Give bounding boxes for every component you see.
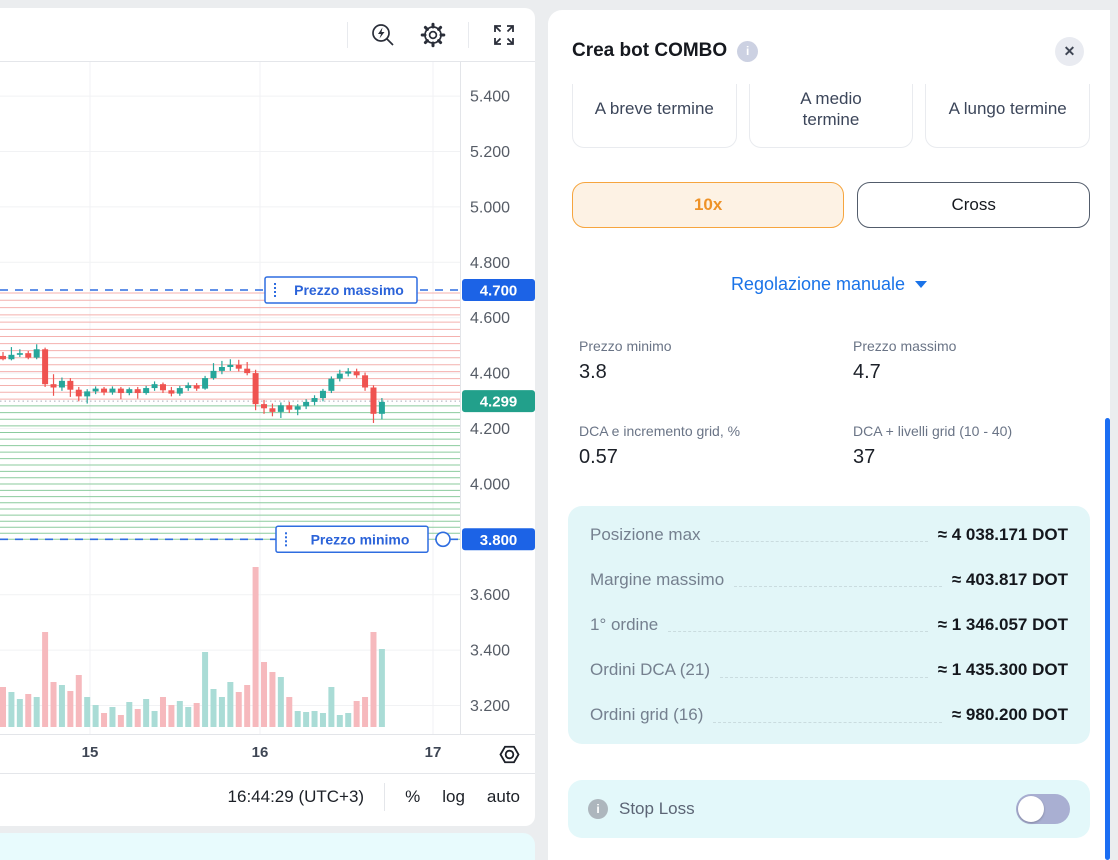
summary-value: ≈ 1 435.300 DOT [937, 660, 1068, 680]
time-label: 17 [424, 744, 442, 761]
stop-loss-toggle[interactable] [1016, 794, 1070, 824]
field-label: DCA e incremento grid, % [579, 423, 741, 439]
field-label: Prezzo minimo [579, 338, 672, 354]
price-chart[interactable]: Prezzo massimo Prezzo minimo 5.400 5.200 5.0… [0, 62, 535, 735]
leverage-row: 10x Cross [572, 182, 1090, 228]
svg-text:4.000: 4.000 [470, 476, 510, 493]
panel-header: Crea bot COMBO i ✕ [572, 36, 1084, 66]
log-scale-button[interactable]: log [442, 787, 465, 806]
create-bot-panel: Crea bot COMBO i ✕ A breve termine A med… [548, 10, 1110, 860]
field-max-price: Prezzo massimo 4.7 [853, 338, 1103, 384]
term-short-button[interactable]: A breve termine [572, 84, 737, 148]
svg-text:3.200: 3.200 [470, 698, 510, 715]
manual-adjustment-toggle[interactable]: Regolazione manuale [548, 268, 1110, 300]
summary-row: Ordini grid (16) ≈ 980.200 DOT [590, 705, 1068, 725]
fullscreen-icon[interactable] [489, 20, 519, 50]
chart-footer: 16:44:29 (UTC+3) % log auto [0, 773, 535, 820]
svg-text:3.400: 3.400 [470, 643, 510, 660]
term-medium-button[interactable]: A medio termine [748, 84, 914, 148]
footer-separator [384, 783, 386, 811]
quick-search-icon[interactable] [368, 20, 398, 50]
dotted-leader [710, 541, 928, 543]
chart-toolbar [0, 8, 535, 62]
leverage-button[interactable]: 10x [572, 182, 845, 228]
stop-loss-card: i Stop Loss [568, 780, 1090, 838]
dotted-leader [713, 721, 942, 723]
svg-text:Prezzo minimo: Prezzo minimo [311, 531, 410, 547]
grid-levels-input[interactable]: 37 [853, 446, 876, 468]
term-long-label: A lungo termine [948, 99, 1067, 119]
field-grid-step: DCA e incremento grid, % 0.57 [579, 423, 829, 469]
svg-text:5.200: 5.200 [470, 144, 510, 161]
axis-settings-icon[interactable] [496, 741, 523, 768]
stop-loss-info-icon[interactable]: i [588, 799, 608, 819]
max-price-input[interactable]: 4.7 [853, 361, 881, 383]
manual-adjustment-label: Regolazione manuale [730, 273, 906, 294]
scrollbar-thumb[interactable] [1105, 418, 1110, 860]
svg-text:4.700: 4.700 [480, 283, 518, 300]
summary-row: Ordini DCA (21) ≈ 1 435.300 DOT [590, 660, 1068, 680]
summary-label: Ordini DCA (21) [590, 660, 710, 680]
summary-row: Posizione max ≈ 4 038.171 DOT [590, 525, 1068, 545]
svg-text:4.400: 4.400 [470, 366, 510, 383]
svg-text:Prezzo massimo: Prezzo massimo [294, 282, 404, 298]
svg-text:5.000: 5.000 [470, 199, 510, 216]
summary-label: 1° ordine [590, 614, 659, 634]
grid-step-input[interactable]: 0.57 [579, 446, 618, 468]
field-min-price: Prezzo minimo 3.8 [579, 338, 829, 384]
toolbar-separator [468, 21, 469, 48]
time-label: 16 [251, 744, 269, 761]
summary-row: Margine massimo ≈ 403.817 DOT [590, 570, 1068, 590]
panel-title: Crea bot COMBO [572, 40, 728, 61]
summary-label: Posizione max [590, 524, 701, 544]
svg-text:4.299: 4.299 [480, 394, 518, 411]
field-label: DCA + livelli grid (10 - 40) [853, 423, 1013, 439]
field-grid-levels: DCA + livelli grid (10 - 40) 37 [853, 423, 1103, 469]
term-long-button[interactable]: A lungo termine [925, 84, 1090, 148]
close-icon[interactable]: ✕ [1055, 36, 1084, 66]
summary-value: ≈ 1 346.057 DOT [937, 614, 1068, 634]
min-price-input[interactable]: 3.8 [579, 361, 607, 383]
svg-text:3.800: 3.800 [480, 532, 518, 549]
term-medium-label: A medio termine [800, 88, 862, 129]
summary-value: ≈ 980.200 DOT [951, 705, 1068, 725]
summary-value: ≈ 403.817 DOT [951, 569, 1068, 589]
percent-scale-button[interactable]: % [405, 787, 421, 806]
time-axis[interactable]: 15 16 17 [0, 735, 535, 773]
svg-text:4.200: 4.200 [470, 421, 510, 438]
auto-scale-button[interactable]: auto [486, 787, 520, 806]
time-label: 15 [81, 744, 99, 761]
chevron-down-icon [915, 280, 928, 288]
margin-mode-button[interactable]: Cross [857, 182, 1090, 228]
dotted-leader [719, 676, 928, 678]
svg-text:4.600: 4.600 [470, 310, 510, 327]
svg-text:3.600: 3.600 [470, 587, 510, 604]
bottom-panel-strip [0, 833, 535, 860]
term-options: A breve termine A medio termine A lungo … [572, 84, 1090, 150]
order-summary-card: Posizione max ≈ 4 038.171 DOT Margine ma… [568, 506, 1090, 744]
summary-value: ≈ 4 038.171 DOT [937, 524, 1068, 544]
stop-loss-label: Stop Loss [619, 799, 695, 818]
summary-label: Ordini grid (16) [590, 705, 704, 725]
summary-row: 1° ordine ≈ 1 346.057 DOT [590, 615, 1068, 635]
svg-text:4.800: 4.800 [470, 255, 510, 272]
clock-display[interactable]: 16:44:29 (UTC+3) [227, 787, 365, 806]
svg-text:5.400: 5.400 [470, 89, 510, 106]
dotted-leader [668, 631, 928, 633]
summary-label: Margine massimo [590, 569, 725, 589]
toolbar-separator [347, 21, 348, 48]
field-label: Prezzo massimo [853, 338, 957, 354]
chart-card: Prezzo massimo Prezzo minimo 5.400 5.200 5.0… [0, 8, 535, 826]
toggle-knob [1018, 796, 1044, 822]
term-short-label: A breve termine [594, 99, 714, 119]
dotted-leader [734, 586, 942, 588]
info-icon[interactable]: i [737, 40, 759, 62]
settings-gear-icon[interactable] [418, 20, 448, 50]
